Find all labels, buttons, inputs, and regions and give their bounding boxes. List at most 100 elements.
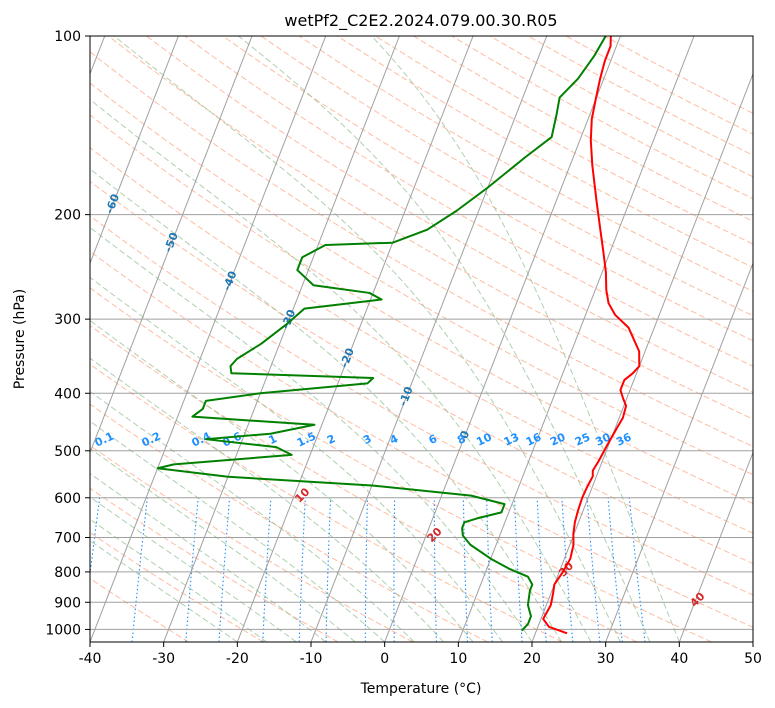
y-tick-label: 500 — [54, 444, 81, 460]
moist-adiabat-line — [238, 36, 651, 642]
moist-adiabat-line — [90, 540, 238, 642]
y-tick-label: 900 — [54, 595, 81, 611]
moist-adiabat-line — [90, 276, 503, 642]
dry-adiabat-line — [260, 36, 753, 317]
isotherm-label: -10 — [396, 384, 415, 408]
moist-adiabat-line — [90, 319, 474, 642]
moist-adiabat-line — [90, 420, 386, 642]
mixing-ratio-label: 20 — [548, 430, 568, 448]
dry-adiabat-label: 20 — [425, 525, 445, 545]
dry-adiabat-line — [413, 36, 753, 222]
y-tick-label: 700 — [54, 531, 81, 547]
x-tick-label: -20 — [226, 651, 249, 667]
moist-adiabat-line — [90, 357, 444, 642]
x-tick-label: 10 — [449, 651, 467, 667]
dry-adiabat-line — [146, 36, 753, 393]
x-tick-label: 30 — [597, 651, 615, 667]
reference-line-labels: -100-90-80-70-60-50-40-30-20-1000.10.20.… — [0, 115, 708, 610]
isotherm-line — [236, 36, 474, 642]
dry-adiabat-line — [90, 487, 339, 642]
isotherm-line — [457, 36, 695, 642]
isotherm-gridlines — [90, 36, 753, 642]
isotherm-line — [531, 72, 753, 642]
isotherm-line — [605, 261, 753, 642]
y-axis-label: Pressure (hPa) — [12, 289, 28, 389]
dry-adiabat-line — [90, 114, 753, 505]
isotherm-label: -70 — [44, 153, 63, 177]
dry-adiabat-line — [90, 577, 190, 642]
moist-adiabat-line — [371, 36, 680, 642]
isotherm-line — [752, 640, 753, 642]
mixing-ratio-line — [325, 497, 332, 642]
moist-adiabat-line — [90, 472, 327, 642]
chart-title: wetPf2_C2E2.2024.079.00.30.R05 — [284, 11, 557, 31]
moist-adiabat-line — [90, 447, 356, 642]
dry-adiabat-line — [336, 36, 753, 268]
moist-adiabat-line — [90, 390, 415, 642]
x-tick-label: 40 — [670, 651, 688, 667]
dry-adiabat-line — [90, 444, 414, 642]
plot-area: -100-90-80-70-60-50-40-30-20-1000.10.20.… — [0, 36, 753, 642]
dry-adiabat-line — [90, 324, 638, 642]
y-tick-label: 1000 — [45, 622, 81, 638]
dry-adiabat-line — [565, 36, 753, 135]
dry-adiabat-line — [108, 36, 753, 420]
isotherm-line — [90, 36, 179, 265]
mixing-ratio-line — [364, 497, 369, 642]
y-axis-ticks: 100 200 300 400 500 600 700 800 900 1000 — [45, 29, 90, 638]
mixing-ratio-label: 6 — [427, 432, 440, 447]
plot-frame — [89, 35, 754, 643]
dry-adiabat-line — [90, 147, 753, 534]
mixing-ratio-line — [586, 497, 601, 642]
isotherm-line — [678, 451, 753, 642]
dry-adiabat-line — [184, 36, 753, 367]
mixing-ratio-label: 13 — [502, 431, 521, 449]
mixing-ratio-label: 10 — [474, 430, 494, 448]
moist-adiabat-line — [113, 36, 621, 642]
dry-adiabat-line — [90, 250, 753, 628]
isotherm-label: -50 — [162, 230, 181, 254]
dry-adiabat-line — [90, 82, 753, 476]
isotherm-label: -80 — [0, 115, 5, 139]
mixing-ratio-label: 2 — [325, 432, 337, 447]
mixing-ratio-line — [393, 497, 396, 642]
isotherm-label: -60 — [103, 192, 122, 216]
isotherm-label: -40 — [220, 269, 239, 293]
dry-adiabat-label: 40 — [688, 590, 708, 610]
moist-adiabat-line — [90, 518, 268, 642]
mixing-ratio-label: 0.2 — [140, 430, 163, 450]
isotherm-line — [310, 36, 548, 642]
x-tick-label: 20 — [523, 651, 541, 667]
dry-adiabat-label: 10 — [292, 485, 312, 505]
dry-adiabat-line — [90, 363, 563, 642]
x-tick-label: 50 — [744, 651, 762, 667]
mixing-ratio-line — [298, 497, 306, 642]
mixing-ratio-line — [433, 497, 437, 642]
x-tick-label: -10 — [300, 651, 323, 667]
mixing-ratio-label: 0.1 — [93, 430, 116, 450]
y-tick-label: 200 — [54, 208, 81, 224]
mixing-ratio-label: 25 — [573, 430, 592, 448]
dry-adiabat-line — [90, 51, 753, 448]
mixing-ratio-label: 0.6 — [221, 429, 244, 449]
x-tick-label: -30 — [152, 651, 175, 667]
isotherm-line — [384, 36, 621, 642]
dry-adiabat-line — [298, 36, 753, 292]
mixing-ratio-label: 16 — [524, 430, 544, 448]
isobar-gridlines — [90, 36, 753, 630]
x-tick-label: -40 — [79, 651, 102, 667]
y-tick-label: 400 — [54, 386, 81, 402]
x-axis-label: Temperature (°C) — [360, 681, 482, 697]
dry-adiabat-line — [90, 531, 264, 642]
isotherm-label: -20 — [338, 346, 357, 370]
y-tick-label: 600 — [54, 491, 81, 507]
isotherm-line — [163, 36, 400, 642]
moist-adiabat-line — [90, 98, 592, 642]
isotherm-line — [90, 36, 253, 455]
y-tick-label: 300 — [54, 312, 81, 328]
mixing-ratio-line — [90, 497, 101, 579]
moist-adiabats — [90, 36, 680, 642]
moist-adiabat-line — [90, 168, 562, 642]
x-tick-label: 0 — [380, 651, 389, 667]
